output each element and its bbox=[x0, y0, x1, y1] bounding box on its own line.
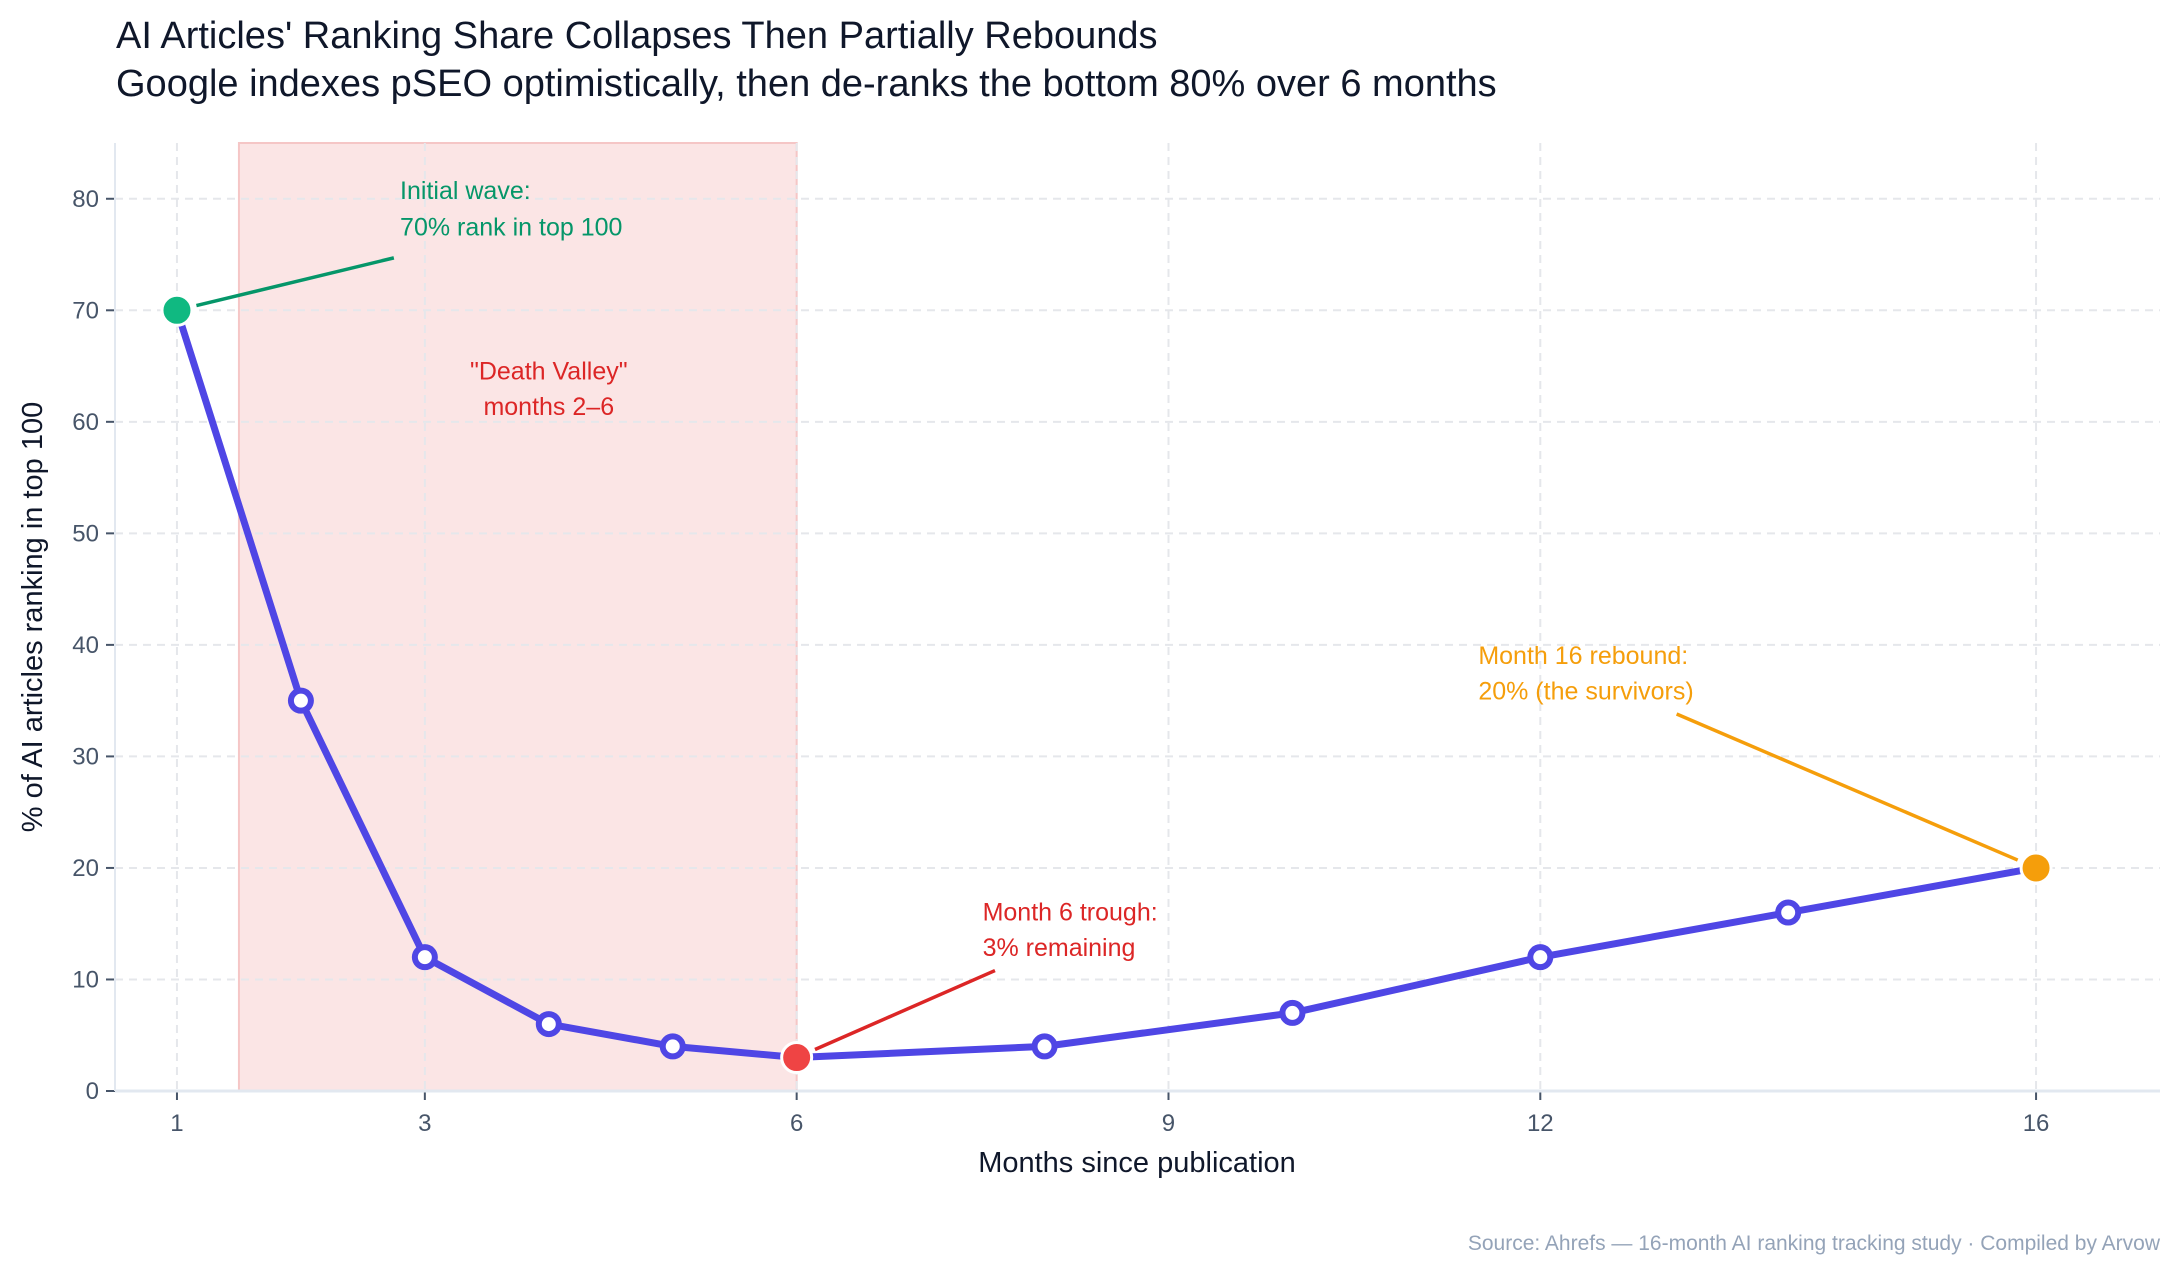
data-point bbox=[1775, 899, 1802, 926]
annotation-text: 3% remaining bbox=[983, 934, 1136, 962]
data-point bbox=[1279, 999, 1306, 1026]
data-point bbox=[1031, 1033, 1058, 1060]
highlight-point bbox=[780, 1041, 814, 1075]
x-tick-label: 9 bbox=[1162, 1110, 1175, 1137]
annotation-arrow bbox=[814, 968, 996, 1052]
y-tick-label: 40 bbox=[72, 632, 99, 659]
x-tick-label: 6 bbox=[790, 1110, 803, 1137]
y-tick-label: 50 bbox=[72, 520, 99, 547]
y-tick-label: 70 bbox=[72, 297, 99, 324]
annotation-text: 20% (the survivors) bbox=[1478, 678, 1693, 706]
annotation-arrow bbox=[1675, 712, 2019, 862]
death-valley-region bbox=[237, 142, 798, 1092]
x-tick-label: 16 bbox=[2023, 1110, 2050, 1137]
data-point bbox=[1527, 944, 1554, 971]
data-point bbox=[535, 1011, 562, 1038]
y-axis-label: % of AI articles ranking in top 100 bbox=[17, 402, 49, 832]
source-note: Source: Ahrefs — 16-month AI ranking tra… bbox=[1468, 1232, 2161, 1255]
x-tick-label: 3 bbox=[418, 1110, 431, 1137]
annotation-text: months 2–6 bbox=[483, 393, 614, 421]
annotation-text: Month 6 trough: bbox=[983, 898, 1158, 926]
annotation-text: "Death Valley" bbox=[470, 357, 628, 385]
y-tick-label: 60 bbox=[72, 409, 99, 436]
data-point bbox=[659, 1033, 686, 1060]
annotation-text: 70% rank in top 100 bbox=[400, 214, 622, 242]
annotation-text: Month 16 rebound: bbox=[1478, 642, 1688, 670]
annotation-arrow bbox=[195, 256, 395, 308]
y-tick-label: 20 bbox=[72, 855, 99, 882]
y-tick-label: 30 bbox=[72, 743, 99, 770]
chart-title: AI Articles' Ranking Share Collapses The… bbox=[116, 15, 1158, 57]
x-tick-label: 1 bbox=[170, 1110, 183, 1137]
data-point bbox=[411, 944, 438, 971]
y-tick-label: 0 bbox=[86, 1078, 99, 1105]
highlight-point bbox=[160, 293, 194, 327]
y-tick-label: 80 bbox=[72, 186, 99, 213]
annotation-text: Initial wave: bbox=[400, 177, 531, 205]
y-tick-label: 10 bbox=[72, 966, 99, 993]
data-point bbox=[287, 687, 314, 714]
chart-subtitle: Google indexes pSEO optimistically, then… bbox=[116, 63, 1497, 105]
x-axis-label: Months since publication bbox=[978, 1147, 1296, 1179]
highlight-point bbox=[2019, 851, 2053, 885]
x-tick-label: 12 bbox=[1527, 1110, 1554, 1137]
